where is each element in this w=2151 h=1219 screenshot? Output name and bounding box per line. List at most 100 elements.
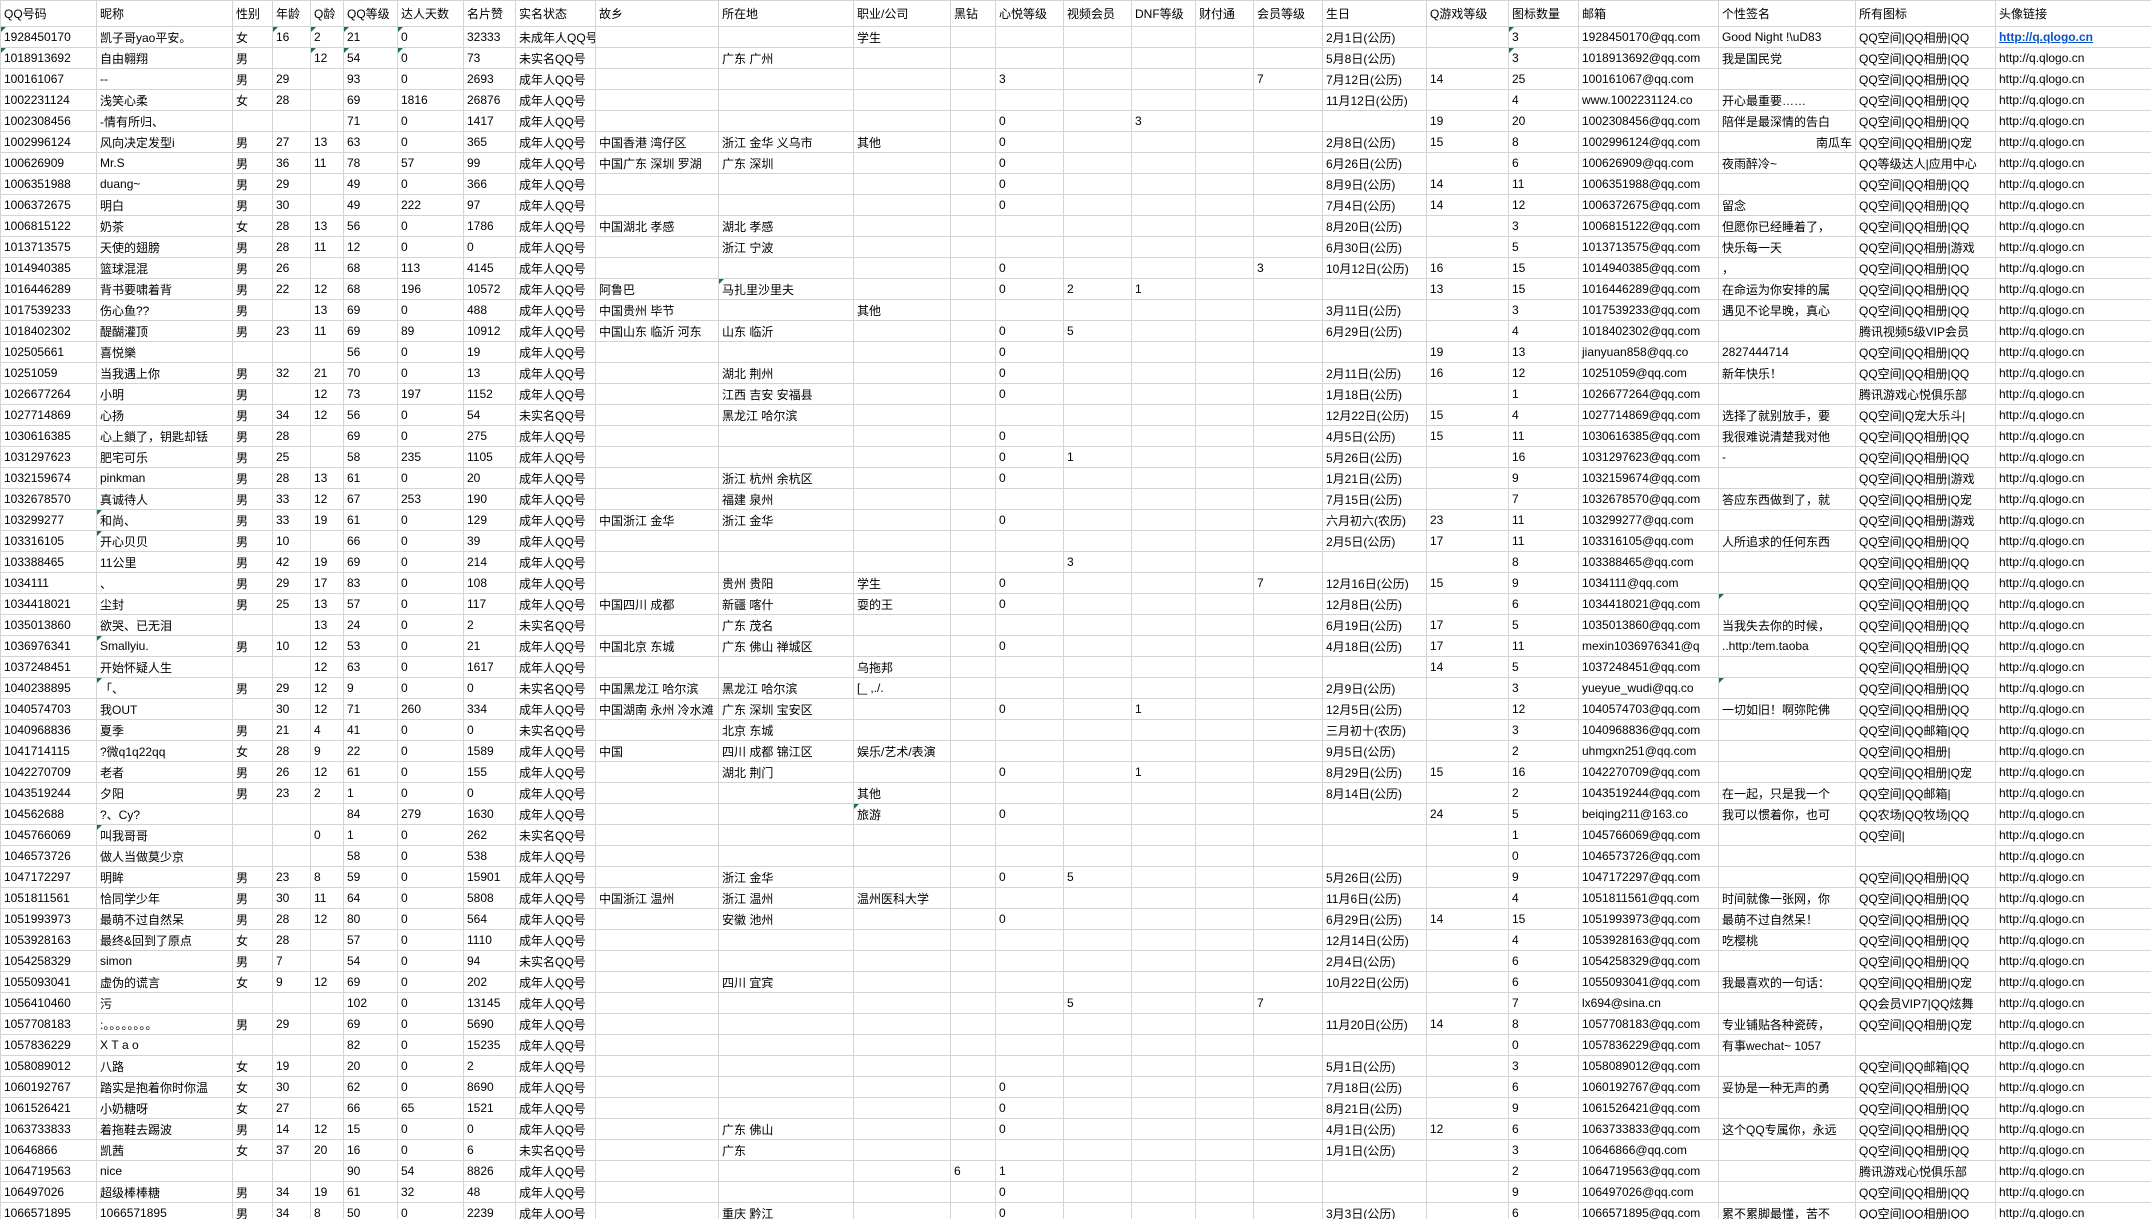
cell-dnf-level[interactable]	[1131, 320, 1196, 342]
cell-avatar-link[interactable]: http://q.qlogo.cn	[1995, 635, 2151, 657]
cell-gender[interactable]: 男	[232, 635, 273, 657]
cell-xinyue-level[interactable]	[995, 992, 1064, 1014]
cell-video-vip[interactable]: 5	[1063, 992, 1132, 1014]
cell-card-likes[interactable]: 202	[463, 971, 516, 993]
cell-daren-days[interactable]: 0	[397, 173, 464, 195]
cell-location[interactable]	[718, 446, 854, 468]
cell-gender[interactable]: 男	[232, 866, 273, 888]
cell-xinyue-level[interactable]	[995, 1034, 1064, 1056]
cell-job-company[interactable]	[853, 866, 951, 888]
cell-icon-count[interactable]: 8	[1508, 131, 1579, 153]
cell-xinyue-level[interactable]	[995, 887, 1064, 909]
cell-signature[interactable]	[1718, 509, 1856, 531]
cell-hometown[interactable]	[595, 110, 719, 132]
cell-hometown[interactable]	[595, 908, 719, 930]
cell-age[interactable]: 19	[272, 1055, 311, 1077]
cell-qq-number[interactable]: 102505661	[0, 341, 97, 363]
cell-caifutong[interactable]	[1195, 572, 1254, 594]
cell-vip-level[interactable]	[1253, 1034, 1323, 1056]
cell-vip-level[interactable]: 7	[1253, 572, 1323, 594]
cell-gender[interactable]	[232, 803, 273, 825]
cell-video-vip[interactable]	[1063, 47, 1132, 69]
cell-qgame-level[interactable]	[1426, 1160, 1509, 1182]
cell-qq-level[interactable]: 54	[343, 47, 398, 69]
cell-qq-level[interactable]: 70	[343, 362, 398, 384]
cell-realname-status[interactable]: 成年人QQ号	[515, 593, 596, 615]
cell-birthday[interactable]: 7月4日(公历)	[1322, 194, 1427, 216]
cell-signature[interactable]: 陪伴是最深情的告白	[1718, 110, 1856, 132]
cell-vip-level[interactable]	[1253, 740, 1323, 762]
cell-dnf-level[interactable]	[1131, 215, 1196, 237]
cell-dnf-level[interactable]	[1131, 866, 1196, 888]
cell-job-company[interactable]: 学生	[853, 572, 951, 594]
cell-card-likes[interactable]: 5690	[463, 1013, 516, 1035]
cell-heizuan[interactable]	[950, 26, 996, 48]
cell-birthday[interactable]: 2月9日(公历)	[1322, 677, 1427, 699]
cell-qgame-level[interactable]	[1426, 47, 1509, 69]
cell-qq-number[interactable]: 1002308456	[0, 110, 97, 132]
cell-qq-number[interactable]: 1040238895	[0, 677, 97, 699]
cell-daren-days[interactable]: 196	[397, 278, 464, 300]
cell-realname-status[interactable]: 成年人QQ号	[515, 866, 596, 888]
cell-dnf-level[interactable]	[1131, 236, 1196, 258]
cell-video-vip[interactable]: 3	[1063, 551, 1132, 573]
cell-video-vip[interactable]	[1063, 1202, 1132, 1219]
cell-email[interactable]: 100626909@qq.com	[1578, 152, 1719, 174]
cell-daren-days[interactable]: 0	[397, 68, 464, 90]
cell-email[interactable]: 1037248451@qq.com	[1578, 656, 1719, 678]
cell-job-company[interactable]	[853, 152, 951, 174]
cell-avatar-link[interactable]: http://q.qlogo.cn	[1995, 1160, 2151, 1182]
cell-job-company[interactable]: 娱乐/艺术/表演	[853, 740, 951, 762]
cell-video-vip[interactable]	[1063, 236, 1132, 258]
cell-dnf-level[interactable]	[1131, 26, 1196, 48]
cell-q-age[interactable]	[310, 992, 344, 1014]
cell-hometown[interactable]	[595, 1118, 719, 1140]
cell-signature[interactable]: 时间就像一张网，你	[1718, 887, 1856, 909]
cell-caifutong[interactable]	[1195, 824, 1254, 846]
cell-all-icons[interactable]: QQ空间|QQ相册|QQ	[1855, 572, 1996, 594]
cell-qq-number[interactable]: 1928450170	[0, 26, 97, 48]
cell-birthday[interactable]: 8月14日(公历)	[1322, 782, 1427, 804]
cell-realname-status[interactable]: 成年人QQ号	[515, 1160, 596, 1182]
cell-xinyue-level[interactable]	[995, 488, 1064, 510]
cell-all-icons[interactable]: QQ空间|QQ相册|QQ	[1855, 26, 1996, 48]
cell-dnf-level[interactable]	[1131, 341, 1196, 363]
cell-daren-days[interactable]: 0	[397, 362, 464, 384]
cell-video-vip[interactable]	[1063, 1013, 1132, 1035]
cell-birthday[interactable]: 六月初六(农历)	[1322, 509, 1427, 531]
cell-card-likes[interactable]: 365	[463, 131, 516, 153]
cell-card-likes[interactable]: 39	[463, 530, 516, 552]
cell-email[interactable]: 1055093041@qq.com	[1578, 971, 1719, 993]
cell-icon-count[interactable]: 11	[1508, 173, 1579, 195]
cell-heizuan[interactable]	[950, 992, 996, 1014]
cell-signature[interactable]: 快乐每一天	[1718, 236, 1856, 258]
cell-card-likes[interactable]: 73	[463, 47, 516, 69]
cell-caifutong[interactable]	[1195, 152, 1254, 174]
cell-vip-level[interactable]	[1253, 1076, 1323, 1098]
cell-all-icons[interactable]	[1855, 845, 1996, 867]
cell-birthday[interactable]: 3月3日(公历)	[1322, 1202, 1427, 1219]
cell-all-icons[interactable]: QQ空间|QQ相册|QQ	[1855, 866, 1996, 888]
cell-age[interactable]: 21	[272, 719, 311, 741]
cell-job-company[interactable]	[853, 194, 951, 216]
cell-icon-count[interactable]: 3	[1508, 26, 1579, 48]
cell-qq-number[interactable]: 1060192767	[0, 1076, 97, 1098]
cell-gender[interactable]: 男	[232, 887, 273, 909]
cell-qq-level[interactable]: 57	[343, 593, 398, 615]
cell-birthday[interactable]: 12月22日(公历)	[1322, 404, 1427, 426]
cell-caifutong[interactable]	[1195, 971, 1254, 993]
cell-vip-level[interactable]	[1253, 530, 1323, 552]
cell-email[interactable]: 1043519244@qq.com	[1578, 782, 1719, 804]
cell-heizuan[interactable]	[950, 614, 996, 636]
cell-email[interactable]: www.1002231124.co	[1578, 89, 1719, 111]
cell-qq-level[interactable]: 69	[343, 299, 398, 321]
cell-realname-status[interactable]: 成年人QQ号	[515, 236, 596, 258]
cell-birthday[interactable]: 2月5日(公历)	[1322, 530, 1427, 552]
cell-age[interactable]	[272, 341, 311, 363]
cell-gender[interactable]: 男	[232, 446, 273, 468]
cell-birthday[interactable]: 三月初十(农历)	[1322, 719, 1427, 741]
cell-qq-number[interactable]: 1051811561	[0, 887, 97, 909]
cell-gender[interactable]: 男	[232, 1181, 273, 1203]
cell-location[interactable]	[718, 1013, 854, 1035]
cell-qq-number[interactable]: 100626909	[0, 152, 97, 174]
